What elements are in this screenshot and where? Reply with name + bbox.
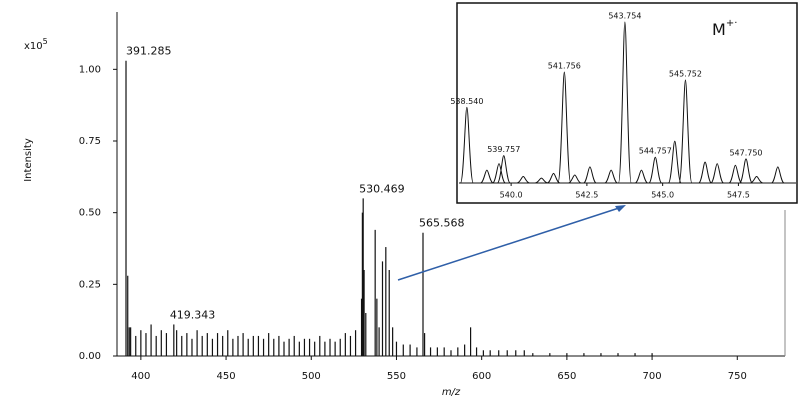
profile-peak: [557, 71, 572, 184]
multiplier: x105: [24, 37, 48, 53]
arrow-head: [615, 205, 626, 212]
y-tick-label: 1.00: [79, 64, 101, 75]
inset-x-tick-label: 540.0: [500, 191, 523, 200]
profile-peak: [728, 164, 743, 184]
inset-peak-label: 544.757: [639, 147, 672, 156]
x-tick-label: 600: [472, 371, 491, 382]
ion-charge: +·: [726, 18, 738, 29]
profile-peak: [698, 161, 712, 184]
profile-peak: [750, 176, 764, 184]
y-tick-label: 0.50: [79, 208, 101, 219]
x-tick-label: 550: [387, 371, 406, 382]
inset-x-tick-label: 547.5: [727, 191, 750, 200]
profile-peak: [568, 174, 582, 184]
profile-peak: [604, 169, 618, 184]
profile-peak: [771, 166, 785, 184]
profile-peak: [492, 163, 506, 184]
x-tick-label: 450: [217, 371, 236, 382]
profile-peak: [583, 166, 597, 184]
x-tick-label: 500: [302, 371, 321, 382]
x-axis-label: m/z: [442, 387, 461, 398]
multiplier-base: x10: [24, 41, 43, 52]
inset-peak-label: 539.757: [487, 145, 520, 154]
profile-peak: [546, 172, 561, 184]
peak-label: 565.568: [419, 217, 465, 230]
profile-peak: [678, 79, 693, 184]
x-tick-label: 750: [728, 371, 747, 382]
ion-label: M: [712, 20, 726, 39]
zoom-arrow: [397, 206, 623, 281]
inset-title: M+·: [712, 18, 737, 39]
profile-peak: [534, 177, 548, 184]
profile-peak: [667, 140, 682, 184]
profile-peak: [459, 106, 474, 184]
inset-x-tick-label: 545.0: [651, 191, 674, 200]
profile-peak: [480, 169, 494, 184]
inset-frame: [456, 2, 798, 204]
inset-peak-label: 547.750: [729, 148, 762, 157]
profile-peak: [516, 176, 530, 184]
y-axis-label: Intensity: [23, 138, 34, 182]
profile-peak: [648, 156, 663, 184]
profile-peak: [618, 21, 632, 184]
inset-peak-label: 538.540: [450, 97, 483, 106]
profile-peak: [496, 155, 511, 184]
multiplier-exponent: 5: [43, 37, 48, 46]
peak-label: 419.343: [170, 308, 216, 321]
y-tick-label: 0.25: [79, 279, 101, 290]
profile-peak: [634, 169, 649, 184]
y-tick-label: 0.75: [79, 136, 101, 147]
profile-peak: [710, 163, 724, 184]
inset-x-tick-label: 542.5: [575, 191, 598, 200]
inset-peak-label: 543.754: [608, 12, 641, 21]
x-tick-label: 400: [131, 371, 150, 382]
profile-peak: [739, 158, 753, 184]
x-tick-label: 650: [557, 371, 576, 382]
peak-label: 530.469: [359, 182, 405, 195]
inset-peak-label: 545.752: [669, 69, 702, 78]
y-tick-label: 0.00: [79, 351, 101, 362]
inset-peak-label: 541.756: [548, 61, 581, 70]
x-tick-label: 700: [643, 371, 662, 382]
peak-label: 391.285: [126, 45, 172, 58]
